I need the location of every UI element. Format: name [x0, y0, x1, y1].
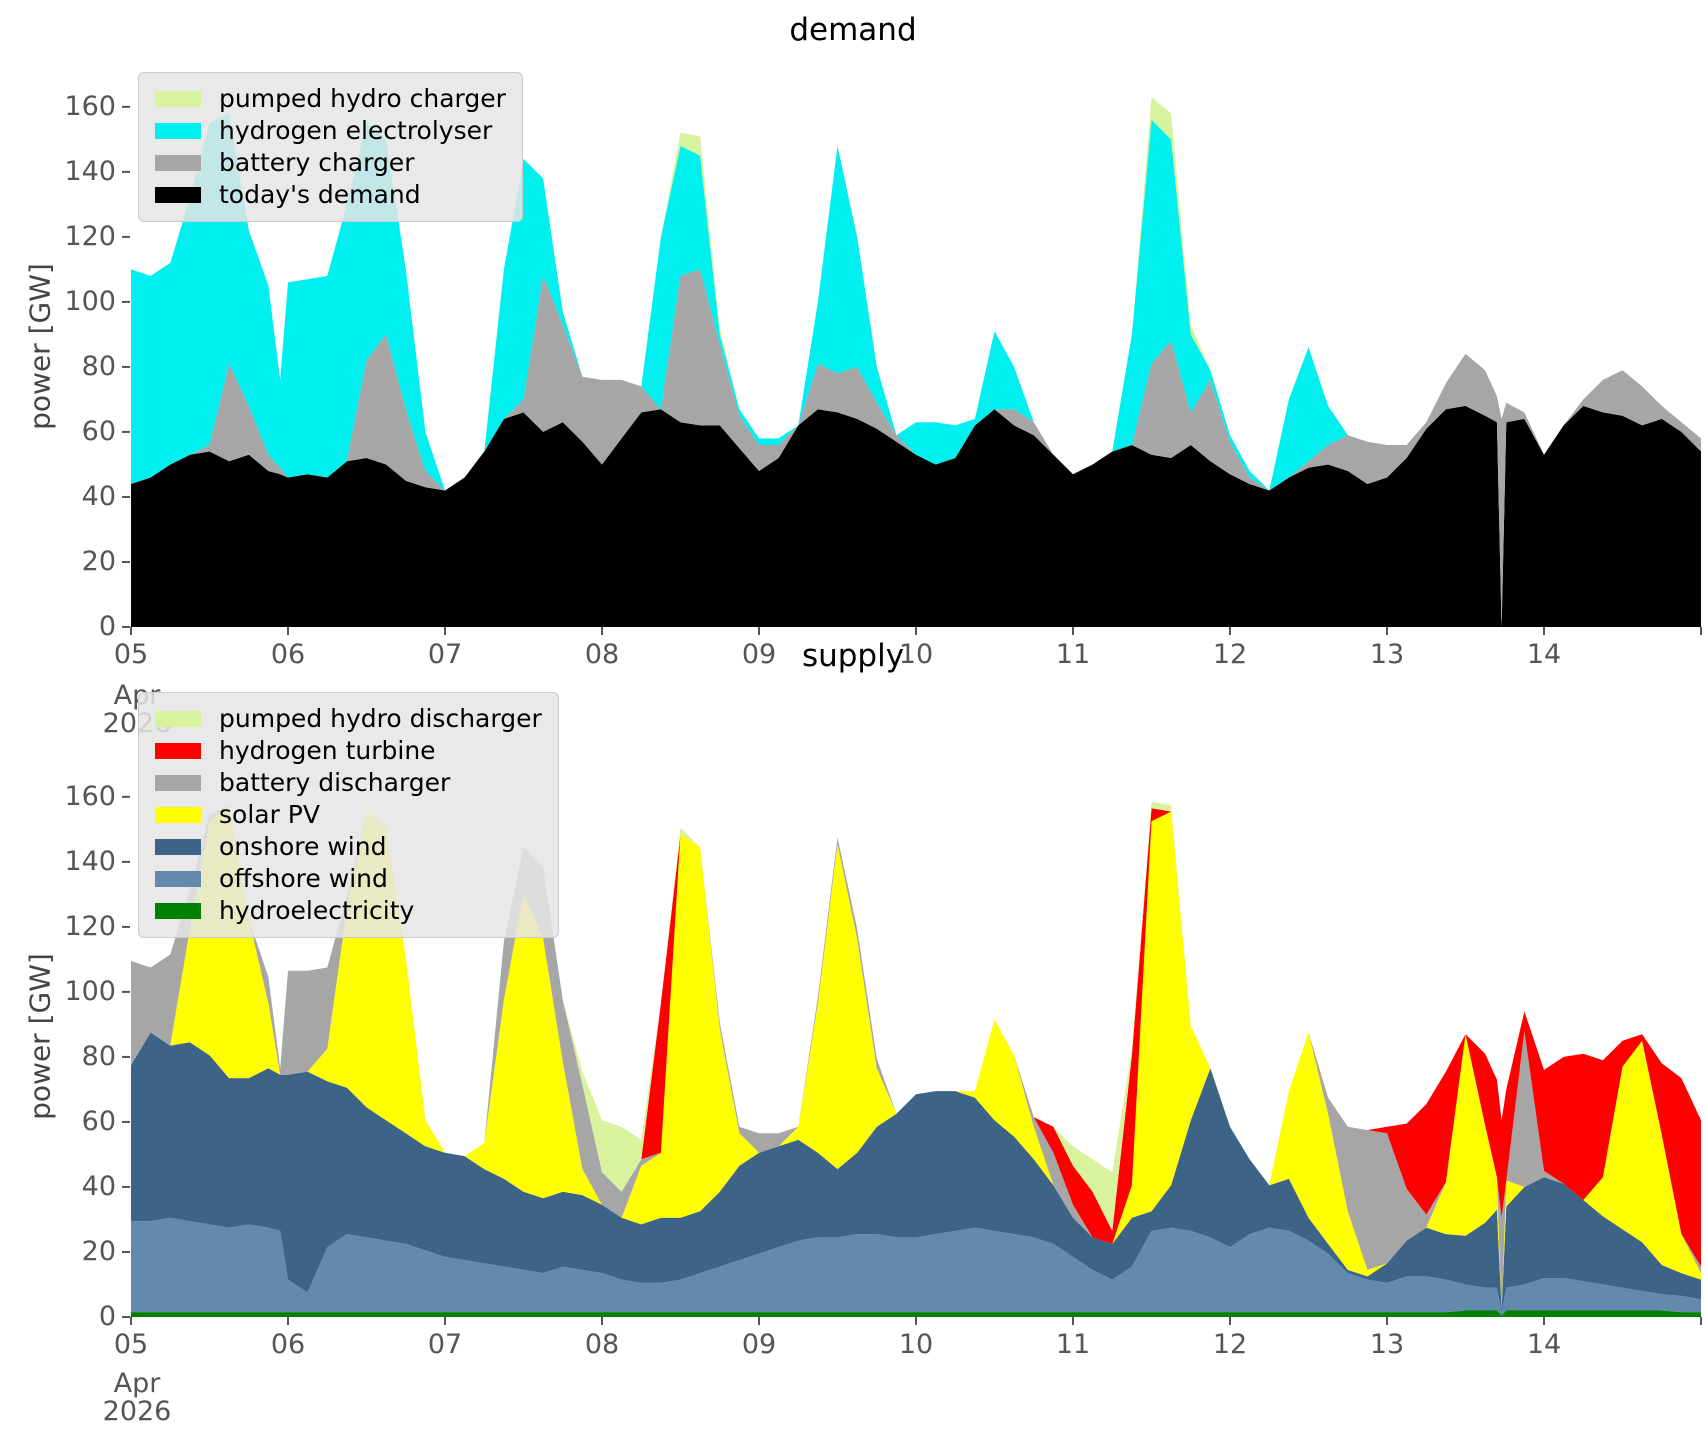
x-tick-label: 06	[270, 1329, 306, 1360]
x-tick-label: 10	[898, 1329, 934, 1360]
y-tick-label: 60	[81, 415, 116, 447]
legend-label: offshore wind	[219, 864, 388, 893]
y-tick-label: 40	[81, 1170, 116, 1202]
y-tick-label: 80	[81, 350, 116, 382]
x-tick-label: 09	[741, 639, 777, 670]
supply-x-axis-year-label: 2026	[102, 1396, 172, 1427]
area-offshore-wind	[131, 1217, 1701, 1316]
legend-item: offshore wind	[155, 863, 542, 895]
y-tick-label: 100	[64, 285, 116, 317]
legend-label: hydrogen electrolyser	[219, 116, 493, 145]
y-tick-label: 140	[64, 845, 116, 877]
legend-label: battery discharger	[219, 768, 451, 797]
x-tick-label: 07	[427, 639, 463, 670]
x-tick-label: 12	[1212, 639, 1248, 670]
demand-legend: pumped hydro charger hydrogen electrolyse…	[138, 72, 523, 222]
legend-label: pumped hydro charger	[219, 84, 506, 113]
supply-x-axis-month-label: Apr	[113, 1368, 161, 1399]
legend-label: hydrogen turbine	[219, 736, 436, 765]
y-tick-label: 100	[64, 975, 116, 1007]
legend-swatch-icon	[155, 711, 201, 727]
y-tick-label: 160	[64, 90, 116, 122]
x-tick-label: 11	[1055, 1329, 1091, 1360]
x-tick-label: 05	[113, 1329, 149, 1360]
legend-swatch-icon	[155, 871, 201, 887]
legend-swatch-icon	[155, 91, 201, 107]
area-hydrogen-electrolyser	[131, 113, 1701, 491]
legend-label: today's demand	[219, 180, 421, 209]
area-hydroelectricity	[131, 1310, 1701, 1317]
legend-swatch-icon	[155, 743, 201, 759]
x-tick-label: 08	[584, 1329, 620, 1360]
y-tick-label: 140	[64, 155, 116, 187]
y-tick-label: 160	[64, 780, 116, 812]
supply-legend: pumped hydro discharger hydrogen turbine b…	[138, 692, 559, 938]
y-tick-label: 40	[81, 480, 116, 512]
legend-item: hydroelectricity	[155, 895, 542, 927]
demand-chart-title: demand	[789, 12, 917, 48]
y-tick-label: 0	[98, 1301, 116, 1332]
y-tick-label: 120	[64, 220, 116, 252]
y-tick-label: 20	[81, 1235, 116, 1267]
legend-swatch-icon	[155, 775, 201, 791]
legend-item: today's demand	[155, 179, 506, 211]
x-tick-label: 12	[1212, 1329, 1248, 1360]
legend-swatch-icon	[155, 123, 201, 139]
legend-swatch-icon	[155, 155, 201, 171]
legend-item: onshore wind	[155, 831, 542, 863]
legend-item: hydrogen turbine	[155, 735, 542, 767]
x-tick-label: 14	[1526, 639, 1562, 670]
x-tick-label: 11	[1055, 639, 1091, 670]
x-tick-label: 14	[1526, 1329, 1562, 1360]
legend-label: hydroelectricity	[219, 896, 415, 925]
legend-item: battery charger	[155, 147, 506, 179]
legend-item: pumped hydro discharger	[155, 703, 542, 735]
y-tick-label: 80	[81, 1040, 116, 1072]
area-battery-charger	[131, 269, 1701, 627]
legend-item: pumped hydro charger	[155, 83, 506, 115]
legend-label: pumped hydro discharger	[219, 704, 542, 733]
x-tick-label: 13	[1369, 639, 1405, 670]
x-tick-label: 10	[898, 639, 934, 670]
legend-swatch-icon	[155, 903, 201, 919]
area-onshore-wind	[131, 1032, 1701, 1313]
legend-swatch-icon	[155, 839, 201, 855]
x-tick-label: 07	[427, 1329, 463, 1360]
supply-chart-title: supply	[801, 638, 905, 674]
legend-item: solar PV	[155, 799, 542, 831]
legend-item: battery discharger	[155, 767, 542, 799]
legend-item: hydrogen electrolyser	[155, 115, 506, 147]
y-tick-label: 20	[81, 545, 116, 577]
legend-swatch-icon	[155, 807, 201, 823]
x-tick-label: 05	[113, 639, 149, 670]
x-tick-label: 08	[584, 639, 620, 670]
y-tick-label: 0	[98, 611, 116, 642]
legend-label: solar PV	[219, 800, 320, 829]
legend-label: battery charger	[219, 148, 415, 177]
y-tick-label: 60	[81, 1105, 116, 1137]
y-tick-label: 120	[64, 910, 116, 942]
legend-swatch-icon	[155, 187, 201, 203]
legend-label: onshore wind	[219, 832, 387, 861]
x-tick-label: 09	[741, 1329, 777, 1360]
x-tick-label: 13	[1369, 1329, 1405, 1360]
area-today-s-demand	[131, 405, 1701, 627]
x-tick-label: 06	[270, 639, 306, 670]
